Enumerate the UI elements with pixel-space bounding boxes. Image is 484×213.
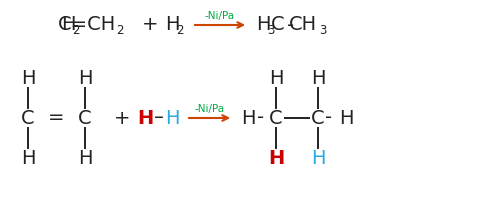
Text: 3: 3 [319,23,327,36]
Text: +: + [142,16,158,35]
Text: H: H [339,108,353,128]
Text: H: H [256,16,270,35]
Text: -Ni/Pa: -Ni/Pa [205,11,235,21]
Text: =: = [48,108,64,128]
Text: H: H [61,16,75,35]
Text: 2: 2 [176,23,184,36]
Text: H: H [137,108,153,128]
Text: H: H [241,108,255,128]
Text: H: H [21,69,35,88]
Text: C: C [311,108,325,128]
Text: 3: 3 [267,23,275,36]
Text: 2: 2 [116,23,124,36]
Text: H: H [21,148,35,167]
Text: –: – [154,108,164,128]
Text: H: H [78,69,92,88]
Text: 2: 2 [72,23,80,36]
Text: H: H [165,16,179,35]
Text: C: C [21,108,35,128]
Text: H: H [269,69,283,88]
Text: H: H [311,69,325,88]
Text: C: C [271,16,285,35]
Text: H: H [311,148,325,167]
Text: -: - [257,108,265,128]
Text: C: C [269,108,283,128]
Text: H: H [78,148,92,167]
Text: -Ni/Pa: -Ni/Pa [195,104,225,114]
Text: -: - [287,16,295,35]
Text: C=CH: C=CH [58,16,116,35]
Text: C: C [78,108,92,128]
Text: +: + [114,108,130,128]
Text: H: H [165,108,179,128]
Text: H: H [268,148,284,167]
Text: CH: CH [289,16,317,35]
Text: -: - [325,108,333,128]
